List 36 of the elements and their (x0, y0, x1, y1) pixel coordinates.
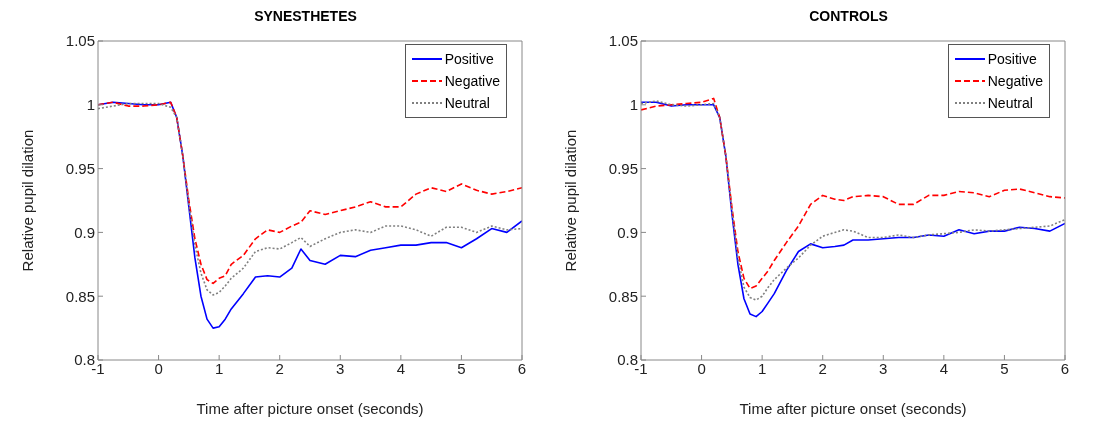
legend-label: Positive (444, 51, 494, 67)
y-axis-title: Relative pupil dilation (19, 129, 37, 272)
y-tick-label: 1 (86, 96, 95, 114)
x-tick-label: 4 (396, 359, 406, 377)
x-tick-label: 1 (757, 359, 767, 377)
legend-label: Positive (987, 51, 1037, 67)
legend-label: Negative (444, 73, 500, 89)
y-tick-label: 1 (629, 96, 638, 114)
y-tick-label: 0.9 (74, 223, 95, 241)
chart-title: SYNESTHETES (253, 8, 358, 26)
y-tick-label: 0.95 (65, 159, 95, 177)
x-tick-label: 5 (1000, 359, 1009, 377)
legend-label: Neutral (444, 95, 490, 111)
x-tick-label: 1 (214, 359, 224, 377)
x-axis-title: Time after picture onset (seconds) (739, 400, 967, 417)
y-tick-label: 0.9 (617, 223, 638, 241)
y-tick-label: 0.85 (608, 287, 638, 305)
x-tick-label: 6 (517, 359, 527, 377)
x-tick-label: 4 (939, 359, 949, 377)
y-tick-label: 0.85 (65, 287, 95, 305)
legend-label: Neutral (987, 95, 1033, 111)
x-tick-label: 6 (1060, 359, 1070, 377)
y-tick-label: 0.95 (608, 159, 638, 177)
x-axis-title: Time after picture onset (seconds) (196, 400, 424, 417)
x-tick-label: 3 (336, 359, 345, 377)
x-tick-label: 2 (818, 359, 827, 377)
x-tick-label: 0 (154, 359, 163, 377)
y-tick-label: 1.05 (65, 32, 95, 50)
x-tick-label: 3 (879, 359, 888, 377)
x-tick-label: 5 (457, 359, 466, 377)
legend-label: Negative (987, 73, 1043, 89)
x-tick-label: 2 (275, 359, 284, 377)
x-tick-label: 0 (697, 359, 706, 377)
y-axis-title: Relative pupil dilation (562, 129, 580, 272)
y-tick-label: 1.05 (608, 32, 638, 50)
chart-title: CONTROLS (808, 8, 889, 26)
